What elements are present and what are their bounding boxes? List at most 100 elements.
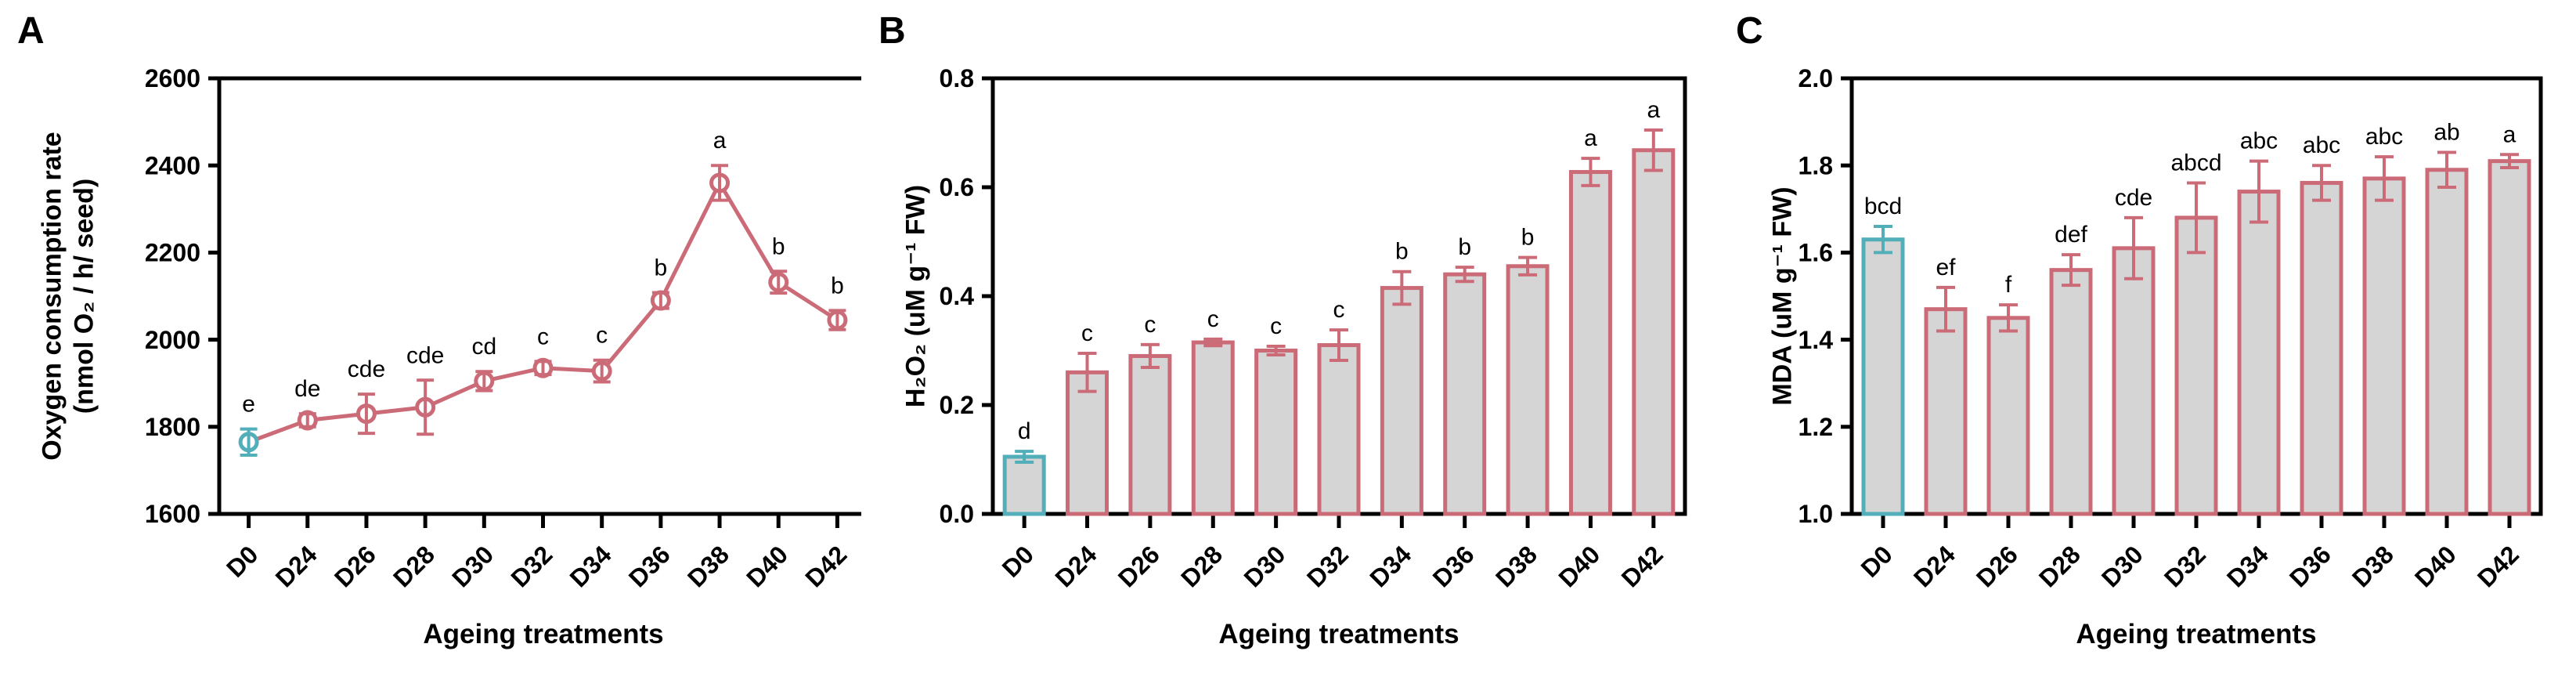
y-tick-label: 2.0 (1799, 64, 1833, 92)
significance-letter: abcd (2170, 150, 2221, 175)
bar (2425, 168, 2469, 516)
bar (2488, 159, 2531, 516)
significance-letter: de (294, 376, 320, 402)
x-tick-label: D34 (2221, 540, 2274, 592)
x-tick-label: D36 (1427, 540, 1480, 592)
panel-a-y-axis-label: Oxygen consumption rate (nmol O₂ / h/ se… (37, 132, 102, 460)
x-tick-label: D30 (446, 540, 499, 592)
significance-letter: abc (2365, 124, 2403, 150)
significance-letter: e (242, 392, 255, 418)
significance-letter: b (1458, 234, 1471, 260)
y-tick-label: 0.4 (940, 282, 975, 310)
x-tick-label: D28 (2033, 540, 2086, 592)
bar (1066, 370, 1109, 516)
x-tick-label: D0 (1856, 540, 1898, 582)
y-tick-label: 1.2 (1799, 413, 1833, 441)
x-tick-label: D26 (329, 540, 381, 592)
bar (2237, 190, 2281, 516)
panel-a-letter: A (17, 10, 45, 52)
y-tick-label: 1800 (145, 413, 200, 441)
bar (2049, 268, 2093, 516)
bar (2300, 180, 2343, 516)
x-tick-label: D28 (1175, 540, 1228, 592)
x-tick-label: D42 (1616, 540, 1669, 592)
bar (1986, 316, 2030, 516)
y-tick-label: 1.8 (1799, 151, 1833, 179)
bar (1128, 353, 1172, 516)
x-tick-label: D34 (565, 540, 617, 592)
bar (2112, 246, 2156, 516)
significance-letter: c (1333, 297, 1345, 323)
panel-a: A Oxygen consumption rate (nmol O₂ / h/ … (0, 0, 861, 680)
x-tick-label: D32 (1301, 540, 1354, 592)
panel-c-y-axis-label: MDA (uM g⁻¹ FW) (1766, 186, 1799, 405)
x-tick-label: D38 (682, 540, 734, 592)
panel-c-plot-area: 1.01.21.41.61.82.0D0 D24 D26 D28 D30 D32 D34 D3… (1799, 64, 2543, 592)
significance-letter: cde (406, 342, 444, 368)
y-tick-label: 0.8 (940, 64, 974, 92)
x-tick-label: D40 (2409, 540, 2462, 592)
bar (2174, 215, 2218, 516)
x-tick-label: D26 (1971, 540, 2023, 592)
y-tick-label: 2600 (145, 64, 200, 92)
x-tick-label: D32 (2159, 540, 2211, 592)
y-tick-label: 2400 (145, 151, 200, 179)
x-tick-label: D38 (1490, 540, 1542, 592)
significance-letter: b (772, 233, 785, 259)
panel-c-letter: C (1736, 10, 1763, 52)
y-axis-label-line-2: (nmol O₂ / h/ seed) (70, 178, 99, 414)
significance-letter: a (713, 128, 727, 154)
significance-letter: ab (2433, 120, 2459, 146)
bar (1506, 264, 1550, 516)
y-tick-label: 0.6 (940, 173, 974, 201)
panel-b-plot-area: 0.0 0.2 0.4 0.6 0.8 D0 D24 D26 D28 D30 D32 D34 D36 D3… (940, 64, 1687, 592)
significance-letter: b (1395, 239, 1409, 265)
y-tick-label: 1600 (145, 500, 200, 528)
significance-letter: b (831, 273, 844, 298)
y-axis-label-line-1: MDA (uM g⁻¹ FW) (1767, 186, 1798, 406)
y-tick-label: 0.2 (940, 391, 974, 419)
x-tick-label: D40 (741, 540, 793, 592)
significance-letter: c (1081, 320, 1093, 346)
panel-b-y-axis-label: H₂O₂ (uM g⁻¹ FW) (900, 185, 932, 407)
significance-letter: c (537, 324, 549, 349)
significance-letter: bcd (1864, 194, 1902, 219)
significance-letter: cde (2115, 185, 2152, 211)
bar (1002, 454, 1046, 516)
x-tick-label: D36 (2284, 540, 2336, 592)
x-tick-label: D24 (270, 540, 323, 592)
series-line (247, 179, 839, 444)
bar (1924, 307, 1968, 516)
significance-letter: a (2503, 121, 2516, 147)
y-tick-label: 1.0 (1799, 500, 1833, 528)
significance-letter: c (1144, 312, 1156, 338)
bar (2362, 176, 2406, 516)
significance-letter: def (2055, 222, 2087, 248)
x-tick-label: D32 (505, 540, 557, 592)
x-tick-label: D42 (799, 540, 852, 592)
y-tick-label: 1.6 (1799, 239, 1833, 267)
significance-letter: b (1521, 225, 1535, 251)
bar (1191, 340, 1235, 516)
significance-letter: ef (1936, 255, 1956, 280)
significance-letter: f (2005, 272, 2012, 298)
significance-letter: b (655, 255, 668, 281)
x-tick-label: D26 (1113, 540, 1165, 592)
significance-letter: c (1207, 306, 1219, 332)
panel-c: C MDA (uM g⁻¹ FW) 1.0 1.2 1.4 1.6 1.8 2.0 D0 D2… (1719, 0, 2576, 680)
x-tick-label: D24 (1050, 540, 1102, 592)
significance-letter: c (596, 323, 608, 349)
significance-letter: cd (471, 334, 496, 360)
x-tick-label: D30 (1239, 540, 1291, 592)
panel-b: B H₂O₂ (uM g⁻¹ FW) 0.0 0.2 0.4 0.6 0.8 D0 D24 D… (861, 0, 1719, 680)
x-tick-label: D24 (1908, 540, 1961, 592)
x-tick-label: D0 (221, 540, 263, 582)
significance-letter: a (1584, 125, 1597, 151)
bar (1861, 237, 1905, 516)
plot-frame (217, 76, 861, 516)
y-tick-label: 2000 (145, 326, 200, 354)
bar (1317, 343, 1361, 516)
y-tick-label: 1.4 (1799, 326, 1834, 354)
significance-letter: a (1647, 97, 1660, 123)
